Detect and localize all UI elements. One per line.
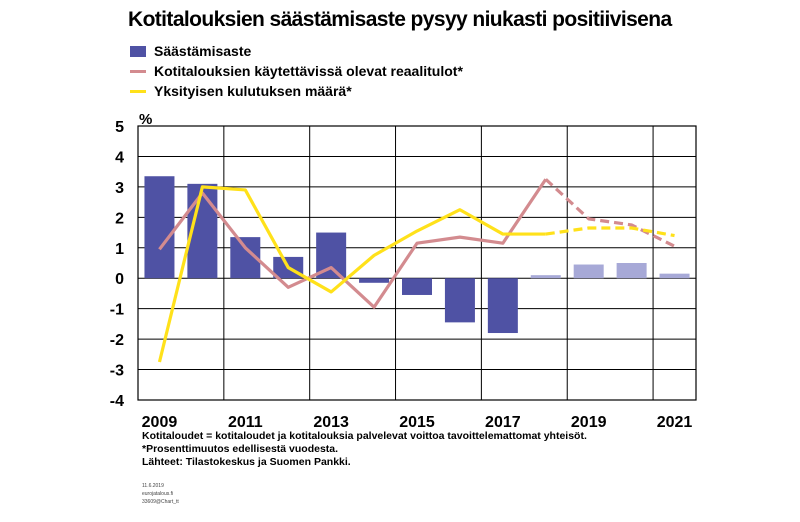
bar-2019: [573, 264, 604, 279]
line-series-1-history: [157, 185, 546, 363]
bar-2015: [402, 278, 432, 295]
y-tick-label: 2: [115, 210, 124, 227]
line-series-0-history: [158, 178, 548, 309]
stamp-line-1: 11.6.2019: [142, 483, 164, 489]
y-tick-label: -4: [110, 393, 124, 410]
legend-label-kulutus: Yksityisen kulutuksen määrä*: [154, 83, 352, 99]
x-tick-label: 2011: [228, 414, 263, 431]
y-tick-label: -2: [110, 332, 124, 349]
plot-frame: [137, 125, 697, 401]
y-tick-label: 3: [115, 180, 124, 197]
bar-2009: [144, 176, 175, 279]
line-series-0-forecast: [544, 178, 676, 248]
stamp-line-2: eurojatalous.fi: [142, 491, 174, 497]
x-tick-label: 2019: [571, 414, 607, 431]
plot-border: [137, 125, 697, 401]
y-tick-label: 5: [115, 119, 124, 136]
legend-swatch-bar: [130, 46, 146, 57]
grid: [138, 125, 696, 401]
bar-2014: [359, 278, 390, 283]
y-tick-label: 0: [115, 271, 124, 288]
x-tick-label: 2009: [142, 414, 178, 431]
note-line-2: *Prosenttimuutos edellisestä vuodesta.: [142, 443, 339, 455]
y-axis-label: %: [139, 111, 152, 128]
line-series: [157, 178, 676, 363]
y-tick-label: 4: [115, 149, 124, 166]
bar-2016: [444, 278, 475, 323]
bar-series: [144, 176, 690, 334]
legend-swatch-line-pink: [130, 70, 146, 73]
chart-notes: Kotitaloudet = kotitaloudet ja kotitalou…: [142, 430, 587, 469]
line-series-1-forecast: [545, 226, 675, 238]
y-tick-label: -3: [110, 363, 124, 380]
legend-label-saastamisaste: Säästämisaste: [154, 43, 252, 59]
chart-stamp: 11.6.2019 eurojatalous.fi 33609@Chart_tt: [142, 482, 179, 506]
y-tick-label: 1: [115, 241, 124, 258]
bar-2017: [487, 278, 518, 334]
chart-title: Kotitalouksien säästämisaste pysyy niuka…: [128, 8, 672, 31]
x-tick-label: 2013: [313, 414, 349, 431]
x-tick-label: 2021: [657, 414, 693, 431]
stamp-line-3: 33609@Chart_tt: [142, 499, 179, 505]
bar-2021: [659, 273, 690, 279]
x-tick-label: 2015: [399, 414, 435, 431]
legend-swatch-line-yellow: [130, 90, 146, 93]
legend-label-reaalitulot: Kotitalouksien käytettävissä olevat reaa…: [154, 63, 463, 79]
y-tick-labels: 5 4 3 2 1 0 -1 -2 -3 -4: [110, 119, 124, 410]
note-line-1: Kotitaloudet = kotitaloudet ja kotitalou…: [142, 430, 587, 442]
bar-2020: [616, 263, 647, 279]
x-tick-labels: 2009 2011 2013 2015 2017 2019 2021: [142, 414, 693, 431]
x-tick-label: 2017: [485, 414, 521, 431]
y-tick-label: -1: [110, 302, 124, 319]
bar-2018: [530, 275, 561, 279]
note-line-3: Lähteet: Tilastokeskus ja Suomen Pankki.: [142, 456, 351, 468]
